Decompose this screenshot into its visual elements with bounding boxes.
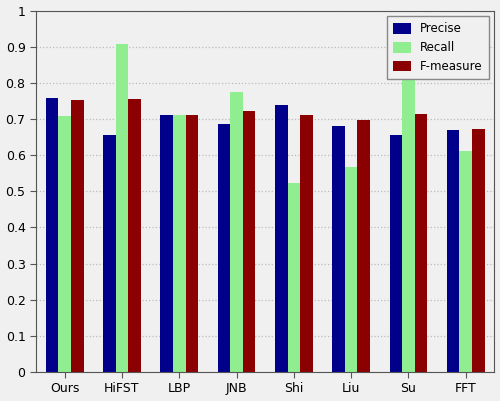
Bar [160, 115, 173, 372]
Bar [230, 92, 243, 372]
Bar [345, 167, 358, 372]
Bar [300, 115, 313, 372]
Bar [103, 135, 116, 372]
Bar [186, 115, 198, 372]
Bar [128, 99, 141, 372]
Bar [71, 100, 84, 372]
Bar [116, 44, 128, 372]
Bar [173, 115, 186, 372]
Bar [46, 98, 59, 372]
Bar [275, 105, 287, 372]
Bar [460, 151, 472, 372]
Bar [390, 135, 402, 372]
Legend: Precise, Recall, F-measure: Precise, Recall, F-measure [387, 16, 488, 79]
Bar [243, 111, 256, 372]
Bar [447, 130, 460, 372]
Bar [402, 77, 415, 372]
Bar [288, 183, 300, 372]
Bar [415, 114, 428, 372]
Bar [332, 126, 345, 372]
Bar [472, 129, 484, 372]
Bar [58, 116, 71, 372]
Bar [218, 124, 230, 372]
Bar [358, 120, 370, 372]
